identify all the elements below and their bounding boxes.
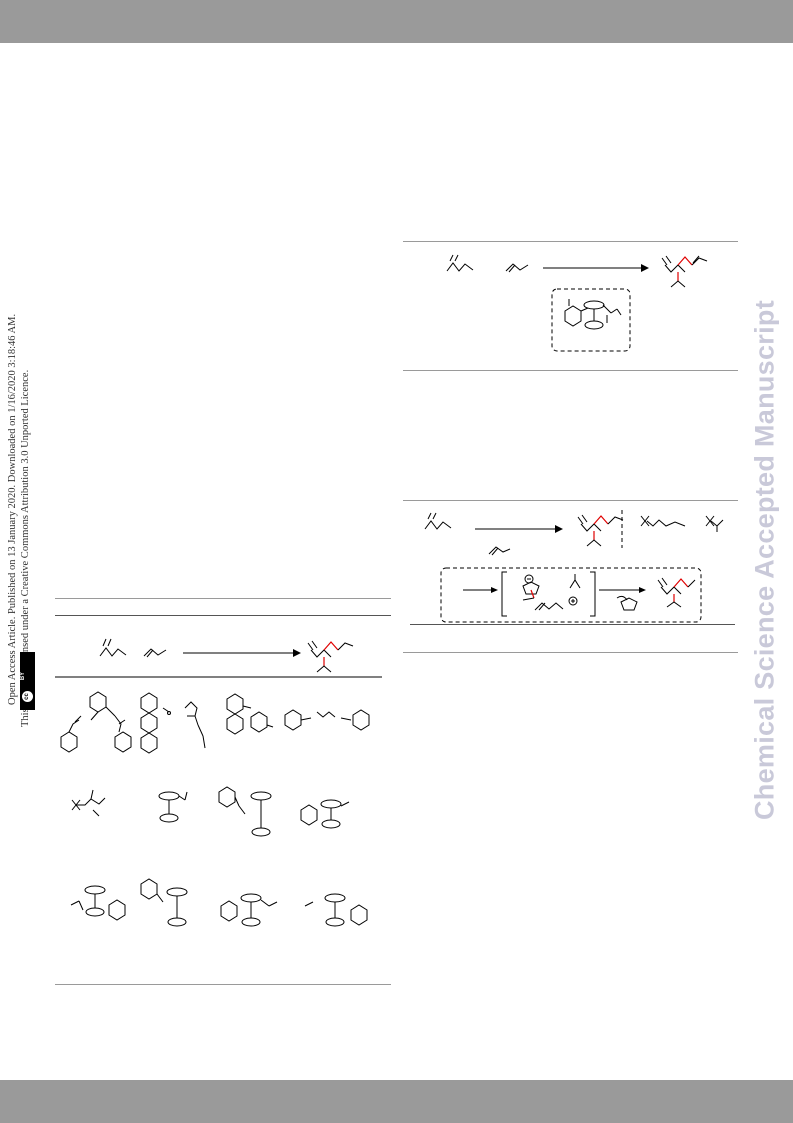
scheme1-top-rule (403, 241, 738, 242)
table-bottom-rule (55, 984, 391, 985)
watermark: Chemical Science Accepted Manuscript (749, 300, 780, 820)
scheme2-inner-rule (410, 624, 735, 625)
license-line-published: Open Access Article. Published on 13 Jan… (7, 313, 18, 705)
cc-logo-icon: cc (22, 691, 33, 702)
scheme1-bottom-rule (403, 370, 738, 371)
table-header-rule (55, 615, 391, 616)
table-top-rule (55, 598, 391, 599)
by-label: BY (20, 671, 27, 681)
scheme2-bottom-rule (403, 652, 738, 653)
footer-band (0, 1080, 793, 1123)
scheme1-graphic (403, 243, 738, 368)
header-band (0, 0, 793, 43)
table-graphic (55, 620, 391, 985)
scheme2-graphic (403, 502, 738, 647)
creative-commons-by-icon[interactable]: cc BY (20, 652, 35, 710)
scheme2-top-rule (403, 500, 738, 501)
